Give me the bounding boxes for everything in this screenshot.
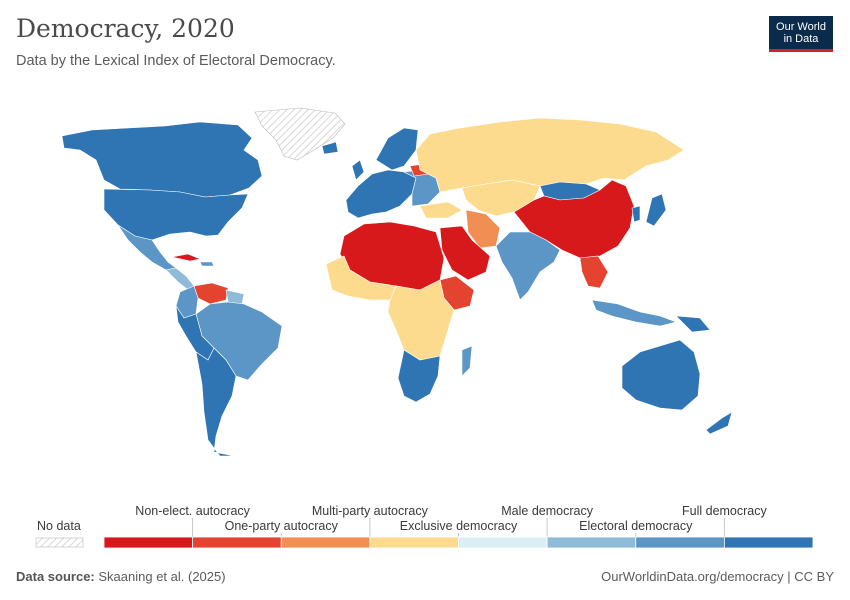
legend-swatch-2[interactable]: [280, 536, 371, 549]
caribbean-region[interactable]: [199, 261, 215, 267]
arabian-peninsula-region[interactable]: [439, 225, 491, 281]
new-zealand-region[interactable]: [705, 411, 733, 435]
world-map[interactable]: [0, 95, 850, 475]
legend-label-2: Multi-party autocracy: [312, 504, 429, 518]
legend-swatch-6[interactable]: [635, 536, 725, 549]
legend-label-5: Electoral democracy: [579, 519, 693, 533]
legend-label-6: Full democracy: [682, 504, 767, 518]
legend-swatch-3[interactable]: [369, 536, 459, 549]
legend-swatch-7[interactable]: [723, 536, 814, 549]
cuba-region[interactable]: [171, 253, 202, 262]
china-region[interactable]: [513, 179, 635, 259]
chart-title: Democracy, 2020: [16, 14, 235, 43]
chart-subtitle: Data by the Lexical Index of Electoral D…: [16, 53, 336, 69]
legend-swatch-1[interactable]: [192, 536, 282, 549]
southern-africa-region[interactable]: [397, 349, 441, 403]
logo-line-1: Our World: [776, 21, 826, 33]
north-america-canada-region[interactable]: [61, 121, 263, 198]
turkey-region[interactable]: [419, 201, 463, 219]
legend-label-0: Non-elect. autocracy: [135, 504, 250, 518]
central-africa-region[interactable]: [387, 279, 455, 361]
korea-region[interactable]: [631, 205, 641, 223]
venezuela-region[interactable]: [193, 282, 229, 305]
madagascar-region[interactable]: [461, 345, 473, 377]
central-america-region[interactable]: [165, 267, 195, 291]
scandinavia-region[interactable]: [375, 127, 419, 171]
footer-link[interactable]: OurWorldinData.org/democracy | CC BY: [601, 569, 834, 584]
legend-no-data-swatch[interactable]: [35, 537, 84, 548]
greenland-region[interactable]: [254, 107, 346, 161]
legend-label-4: Male democracy: [501, 504, 593, 518]
legend-swatch-4[interactable]: [458, 536, 548, 549]
japan-region[interactable]: [645, 193, 667, 227]
logo-line-2: in Data: [783, 33, 819, 45]
data-source-text: Skaaning et al. (2025): [98, 569, 226, 584]
uk-region[interactable]: [351, 159, 365, 181]
southeast-asia-region[interactable]: [579, 255, 609, 289]
data-source: Data source: Skaaning et al. (2025): [16, 569, 226, 584]
legend-swatch-0[interactable]: [103, 536, 194, 549]
iceland-region[interactable]: [321, 141, 339, 155]
legend-swatch-5[interactable]: [546, 536, 637, 549]
southern-cone-region[interactable]: [195, 347, 237, 457]
legend-label-3: Exclusive democracy: [400, 519, 518, 533]
owid-logo[interactable]: Our World in Data: [769, 16, 833, 52]
legend-label-1: One-party autocracy: [225, 519, 339, 533]
papua-region[interactable]: [675, 315, 711, 333]
legend-no-data-label: No data: [37, 519, 81, 533]
australia-region[interactable]: [621, 339, 701, 411]
india-region[interactable]: [495, 231, 561, 301]
data-source-label: Data source:: [16, 569, 95, 584]
russia-region[interactable]: [415, 117, 685, 193]
indonesia-region[interactable]: [591, 299, 678, 327]
